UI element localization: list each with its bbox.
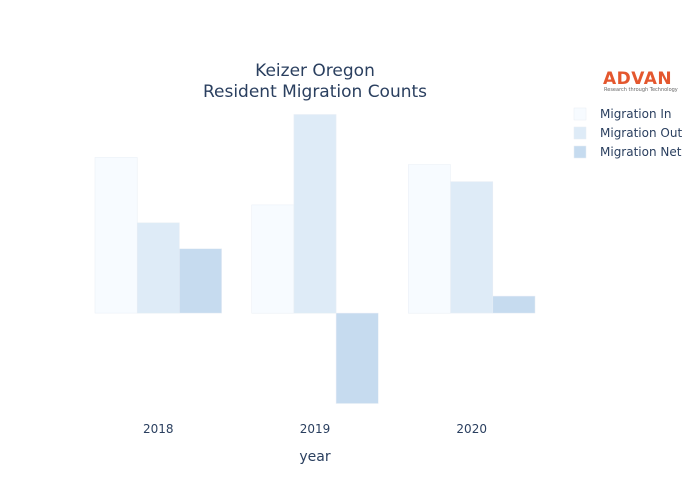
chart-title: Keizer Oregon Resident Migration Counts xyxy=(203,61,427,102)
bar-migration-net-2019[interactable] xyxy=(335,312,379,404)
bars-group xyxy=(94,114,536,404)
x-axis-title: year xyxy=(299,449,330,465)
x-tick-label-2018: 2018 xyxy=(143,422,174,436)
chart-title-line-2: Resident Migration Counts xyxy=(203,82,427,102)
legend-label-migration-net[interactable]: Migration Net xyxy=(600,145,682,159)
advan-logo: ADVAN Research through Technology xyxy=(603,69,678,93)
legend-swatch-migration-net[interactable] xyxy=(573,145,587,159)
legend: Migration In Migration Out Migration Net xyxy=(573,107,682,159)
x-tick-label-2020: 2020 xyxy=(456,422,487,436)
bar-migration-in-2019[interactable] xyxy=(251,204,295,314)
bar-migration-in-2018[interactable] xyxy=(94,157,138,314)
x-tick-labels: 2018 2019 2020 xyxy=(143,422,487,436)
bar-migration-net-2020[interactable] xyxy=(492,295,536,314)
legend-label-migration-in[interactable]: Migration In xyxy=(600,107,672,121)
bar-migration-in-2020[interactable] xyxy=(408,164,451,314)
chart-title-line-1: Keizer Oregon xyxy=(255,61,375,81)
bar-migration-net-2018[interactable] xyxy=(179,248,222,314)
bar-migration-out-2019[interactable] xyxy=(293,114,337,314)
advan-logo-text: ADVAN xyxy=(603,69,672,89)
legend-swatch-migration-in[interactable] xyxy=(573,107,587,121)
bar-migration-out-2018[interactable] xyxy=(136,222,180,314)
legend-label-migration-out[interactable]: Migration Out xyxy=(600,126,682,140)
x-tick-label-2019: 2019 xyxy=(300,422,331,436)
legend-swatch-migration-out[interactable] xyxy=(573,126,587,140)
advan-logo-tagline: Research through Technology xyxy=(604,87,678,93)
bar-migration-out-2020[interactable] xyxy=(450,181,494,314)
